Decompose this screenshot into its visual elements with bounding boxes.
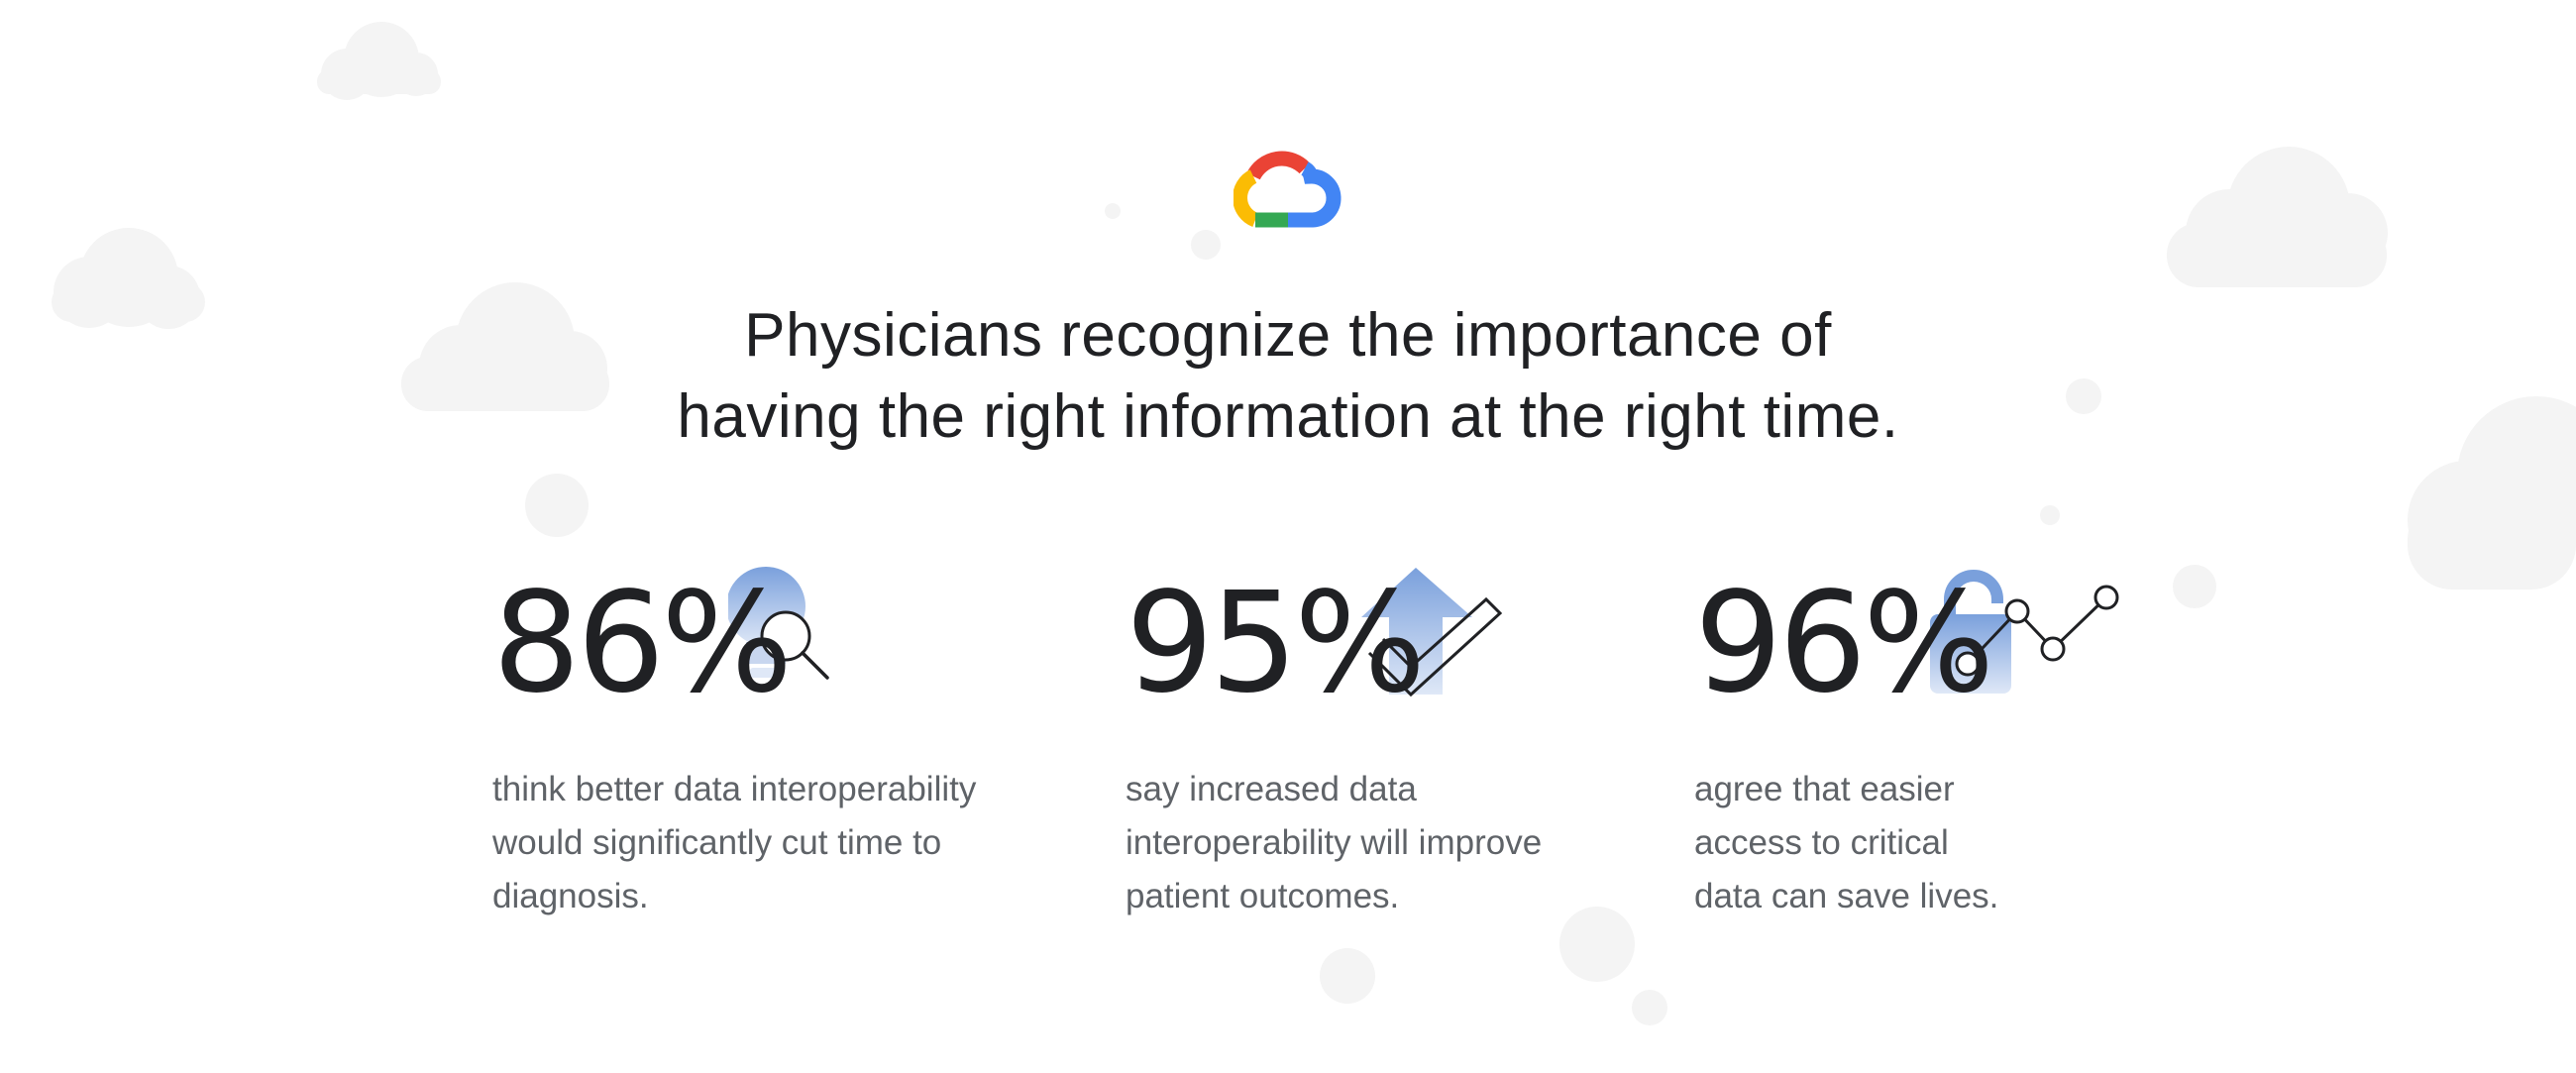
bubble-decoration <box>525 474 589 537</box>
stat-value: 95% <box>1126 563 1426 724</box>
cloud-decoration <box>317 22 441 100</box>
stat-description-line: patient outcomes. <box>1126 877 1400 915</box>
stat-description: agree that easier access to critical dat… <box>1694 763 2249 923</box>
cloud-decoration <box>2408 396 2576 590</box>
stat-card: 86% think better data interoperability w… <box>492 563 1047 923</box>
stat-value: 86% <box>492 563 793 724</box>
headline-line-1: Physicians recognize the importance of <box>744 301 1832 370</box>
arrow-up-checkmark-icon <box>1361 568 1503 697</box>
unlocked-padlock-graph-icon <box>1930 570 2119 694</box>
headline-line-2: having the right information at the righ… <box>677 382 1899 451</box>
stat-description: think better data interoperability would… <box>492 763 1047 923</box>
stat-card: 95% say increased data interoperability … <box>1126 563 1680 923</box>
stat-description-line: diagnosis. <box>492 877 649 915</box>
stat-description-line: agree that easier <box>1694 770 1955 808</box>
bubble-decoration <box>1632 990 1667 1025</box>
stat-description-line: data can save lives. <box>1694 877 1999 915</box>
bubble-decoration <box>2173 565 2216 608</box>
bubble-decoration <box>2040 505 2060 525</box>
bubble-decoration <box>1105 203 1121 219</box>
stat-description: say increased data interoperability will… <box>1126 763 1680 923</box>
stat-card: 96% agree that easier access to critical… <box>1694 570 2249 923</box>
stat-description-line: access to critical <box>1694 823 1949 862</box>
bubble-decoration <box>2066 378 2101 414</box>
page-title: Physicians recognize the importance of h… <box>297 295 2279 458</box>
stat-number-row: 95% <box>1126 563 1680 724</box>
stat-description-line: would significantly cut time to <box>492 823 942 862</box>
bubble-decoration <box>1191 230 1221 260</box>
bubble-decoration <box>1559 907 1635 982</box>
stat-value: 96% <box>1694 563 1994 724</box>
stat-description-line: interoperability will improve <box>1126 823 1543 862</box>
cloud-decoration <box>2167 147 2388 287</box>
stat-description-line: think better data interoperability <box>492 770 977 808</box>
bubble-decoration <box>1320 948 1375 1004</box>
stat-description-line: say increased data <box>1126 770 1417 808</box>
stat-number-row: 86% <box>492 563 1047 724</box>
lightbulb-magnifier-icon <box>728 567 829 680</box>
google-cloud-logo-icon <box>1234 151 1342 228</box>
cloud-decoration <box>52 228 205 329</box>
stat-number-row: 96% <box>1694 570 2249 718</box>
cloud-decoration <box>401 282 609 411</box>
